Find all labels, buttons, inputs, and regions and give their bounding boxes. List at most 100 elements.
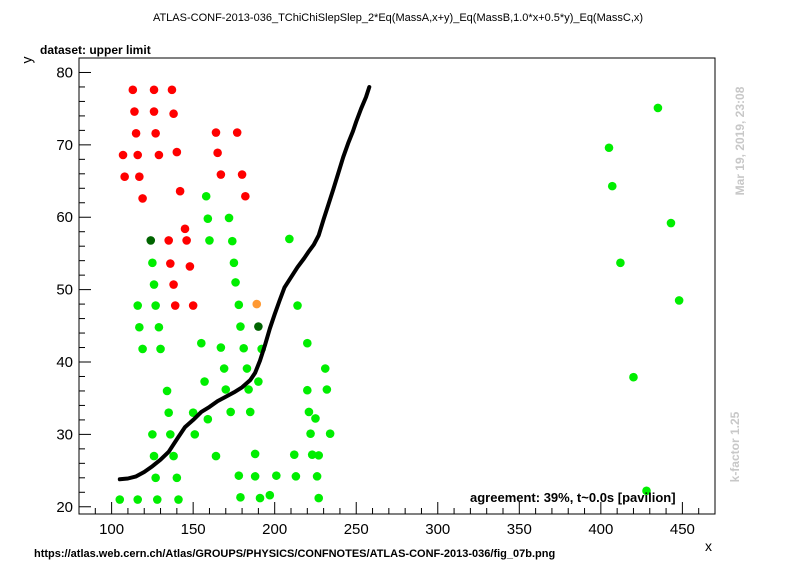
dataset-label: dataset: upper limit (40, 43, 151, 57)
allowed-point (211, 451, 221, 461)
allowed-point (642, 486, 651, 496)
allowed-point (221, 385, 231, 394)
excluded-point (164, 236, 173, 245)
allowed-point (149, 280, 159, 289)
allowed-point (166, 430, 175, 439)
allowed-point (188, 408, 198, 417)
y-tick-label: 20 (56, 499, 73, 516)
allowed-point (197, 338, 206, 348)
excluded-point (241, 191, 250, 201)
x-tick-label: 100 (99, 521, 124, 538)
allowed-point (149, 451, 159, 461)
agreement-text: agreement: 39%, t~0.0s [pavilion] (470, 490, 676, 505)
chart-title: ATLAS-CONF-2013-036_TChiChiSlepSlep_2*Eq… (152, 12, 644, 24)
x-tick-label: 300 (425, 521, 450, 538)
excluded-point (154, 150, 164, 160)
allowed-point (219, 364, 229, 373)
allowed-point (304, 407, 314, 417)
footer-url: https://atlas.web.cern.ch/Atlas/GROUPS/P… (34, 548, 556, 560)
allowed-point (135, 322, 144, 332)
excluded-point (211, 128, 221, 137)
allowed-point (325, 429, 335, 438)
timestamp: Mar 19, 2019, 23:08 (733, 86, 747, 196)
excluded-point (151, 128, 160, 138)
allowed-point (154, 322, 164, 332)
y-tick-label: 60 (56, 209, 73, 226)
allowed-point (289, 450, 299, 459)
x-tick-label: 350 (507, 521, 532, 538)
y-axis: 20 30 40 50 60 70 80 (56, 64, 91, 516)
allowed-point (629, 372, 638, 382)
allowed-point (229, 258, 239, 268)
allowed-point (224, 213, 234, 223)
allowed-point (244, 385, 253, 394)
allowed-point (291, 472, 301, 481)
allowed-point (303, 338, 312, 348)
allowed-point (239, 343, 249, 353)
excluded-point (167, 85, 177, 95)
excluded-point (175, 186, 185, 196)
excluded-point (128, 85, 138, 95)
allowed-point (148, 430, 157, 439)
excluded-point (213, 148, 222, 158)
allowed-point (151, 301, 160, 310)
excluded-point (169, 280, 178, 289)
allowed-point (156, 344, 165, 354)
allowed-point (164, 408, 173, 417)
y-tick-label: 30 (56, 426, 73, 443)
allowed-point (307, 450, 317, 459)
allowed-point (162, 386, 172, 396)
allowed-point (285, 234, 294, 244)
x-tick-label: 250 (344, 521, 369, 538)
plot-frame (78, 57, 716, 515)
excluded-point (169, 109, 178, 119)
x-tick-label: 400 (588, 521, 613, 538)
excluded-point (170, 301, 180, 310)
excluded-point (166, 259, 175, 268)
allowed-point (303, 385, 312, 395)
allowed-point (250, 472, 260, 481)
allowed-point (172, 473, 182, 483)
allowed-point (265, 490, 275, 500)
excluded-point (135, 172, 144, 182)
allowed-point (152, 495, 162, 504)
allowed-point (293, 301, 302, 310)
x-tick-label: 450 (670, 521, 695, 538)
allowed-point (151, 473, 160, 483)
kfactor-label: k-factor 1.25 (728, 411, 742, 483)
excluded-point (182, 236, 191, 245)
excluded-point (138, 194, 147, 203)
allowed-point (226, 407, 235, 417)
allowed-point (231, 278, 240, 287)
x-axis: 100 150 200 250 300 350 400 450 (94, 502, 700, 538)
allowed-point (205, 236, 214, 245)
allowed-point (115, 495, 125, 504)
excluded-point (120, 172, 129, 182)
data-points (115, 85, 684, 504)
allowed-point (607, 181, 617, 191)
allowed-point (133, 495, 143, 504)
excluded-point (149, 85, 159, 95)
allowed-point (306, 429, 315, 438)
allowed-point (174, 495, 183, 504)
excluded-point (133, 150, 143, 160)
allowed-point (320, 364, 330, 373)
y-tick-label: 50 (56, 282, 73, 299)
allowed-point (245, 407, 255, 417)
allowed-point (272, 471, 281, 480)
allowed-point (236, 322, 245, 331)
excluded-point (237, 170, 247, 179)
excluded-point (188, 301, 198, 310)
exclusion-curve (117, 85, 372, 482)
y-tick-label: 70 (56, 137, 73, 154)
allowed-point (236, 493, 245, 502)
allowed-point (616, 258, 625, 268)
allowed-point (148, 258, 157, 268)
allowed-point (666, 218, 676, 228)
allowed-point (604, 143, 614, 153)
allowed-point (255, 493, 265, 503)
excluded-point (118, 150, 128, 160)
allowed-point (138, 344, 147, 354)
allowed-point (312, 472, 322, 481)
